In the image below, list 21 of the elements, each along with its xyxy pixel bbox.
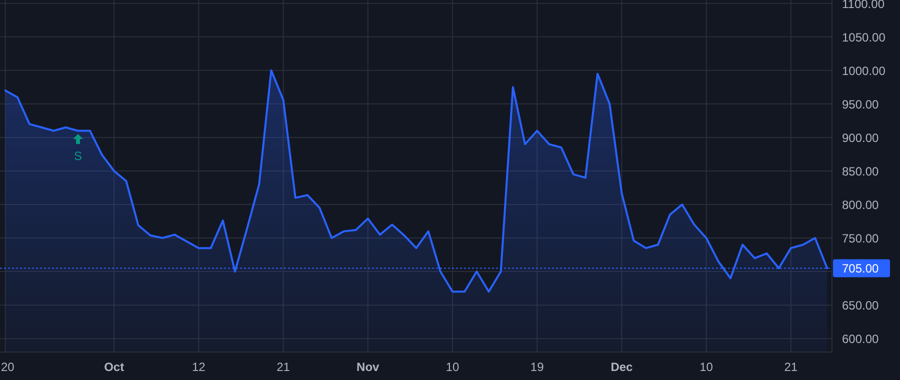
y-tick-label: 1000.00 <box>842 64 886 78</box>
x-tick-label: 12 <box>192 360 206 374</box>
y-tick-label: 750.00 <box>842 232 880 246</box>
x-tick-label: Nov <box>356 360 380 374</box>
y-tick-label: 900.00 <box>842 130 880 145</box>
x-tick-label: Dec <box>610 360 634 374</box>
ref-line-label: 705.00 <box>842 262 880 276</box>
y-tick-label: 950.00 <box>842 97 880 112</box>
x-tick-label: 20 <box>1 360 15 374</box>
y-tick-label: 800.00 <box>842 198 880 212</box>
annotation: S <box>74 149 82 163</box>
y-tick-label: 650.00 <box>842 298 880 313</box>
x-tick-label: Oct <box>104 360 124 374</box>
x-tick-label: 10 <box>446 360 460 374</box>
x-tick-label: 21 <box>276 360 290 374</box>
x-tick-label: 21 <box>784 360 798 374</box>
y-tick-label: 600.00 <box>842 332 880 346</box>
x-tick-label: 10 <box>700 360 714 374</box>
y-tick-label: 850.00 <box>842 164 880 178</box>
y-tick-label: 1050.00 <box>842 30 886 44</box>
x-tick-label: 19 <box>530 360 544 374</box>
